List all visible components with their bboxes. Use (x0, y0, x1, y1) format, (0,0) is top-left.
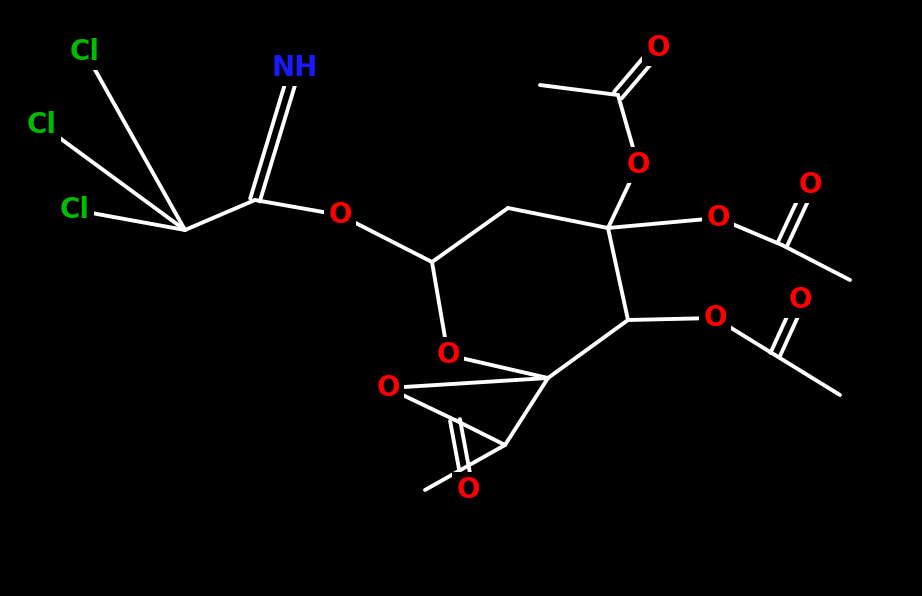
Text: NH: NH (272, 54, 318, 82)
Text: O: O (436, 341, 460, 369)
Text: O: O (706, 204, 729, 232)
Text: O: O (703, 304, 727, 332)
Text: Cl: Cl (27, 111, 57, 139)
Text: Cl: Cl (70, 38, 100, 66)
Text: O: O (376, 374, 400, 402)
Text: O: O (456, 476, 479, 504)
Text: Cl: Cl (60, 196, 90, 224)
Text: O: O (798, 171, 822, 199)
Text: O: O (626, 151, 650, 179)
Text: O: O (788, 286, 811, 314)
Text: O: O (646, 34, 669, 62)
Text: O: O (328, 201, 352, 229)
